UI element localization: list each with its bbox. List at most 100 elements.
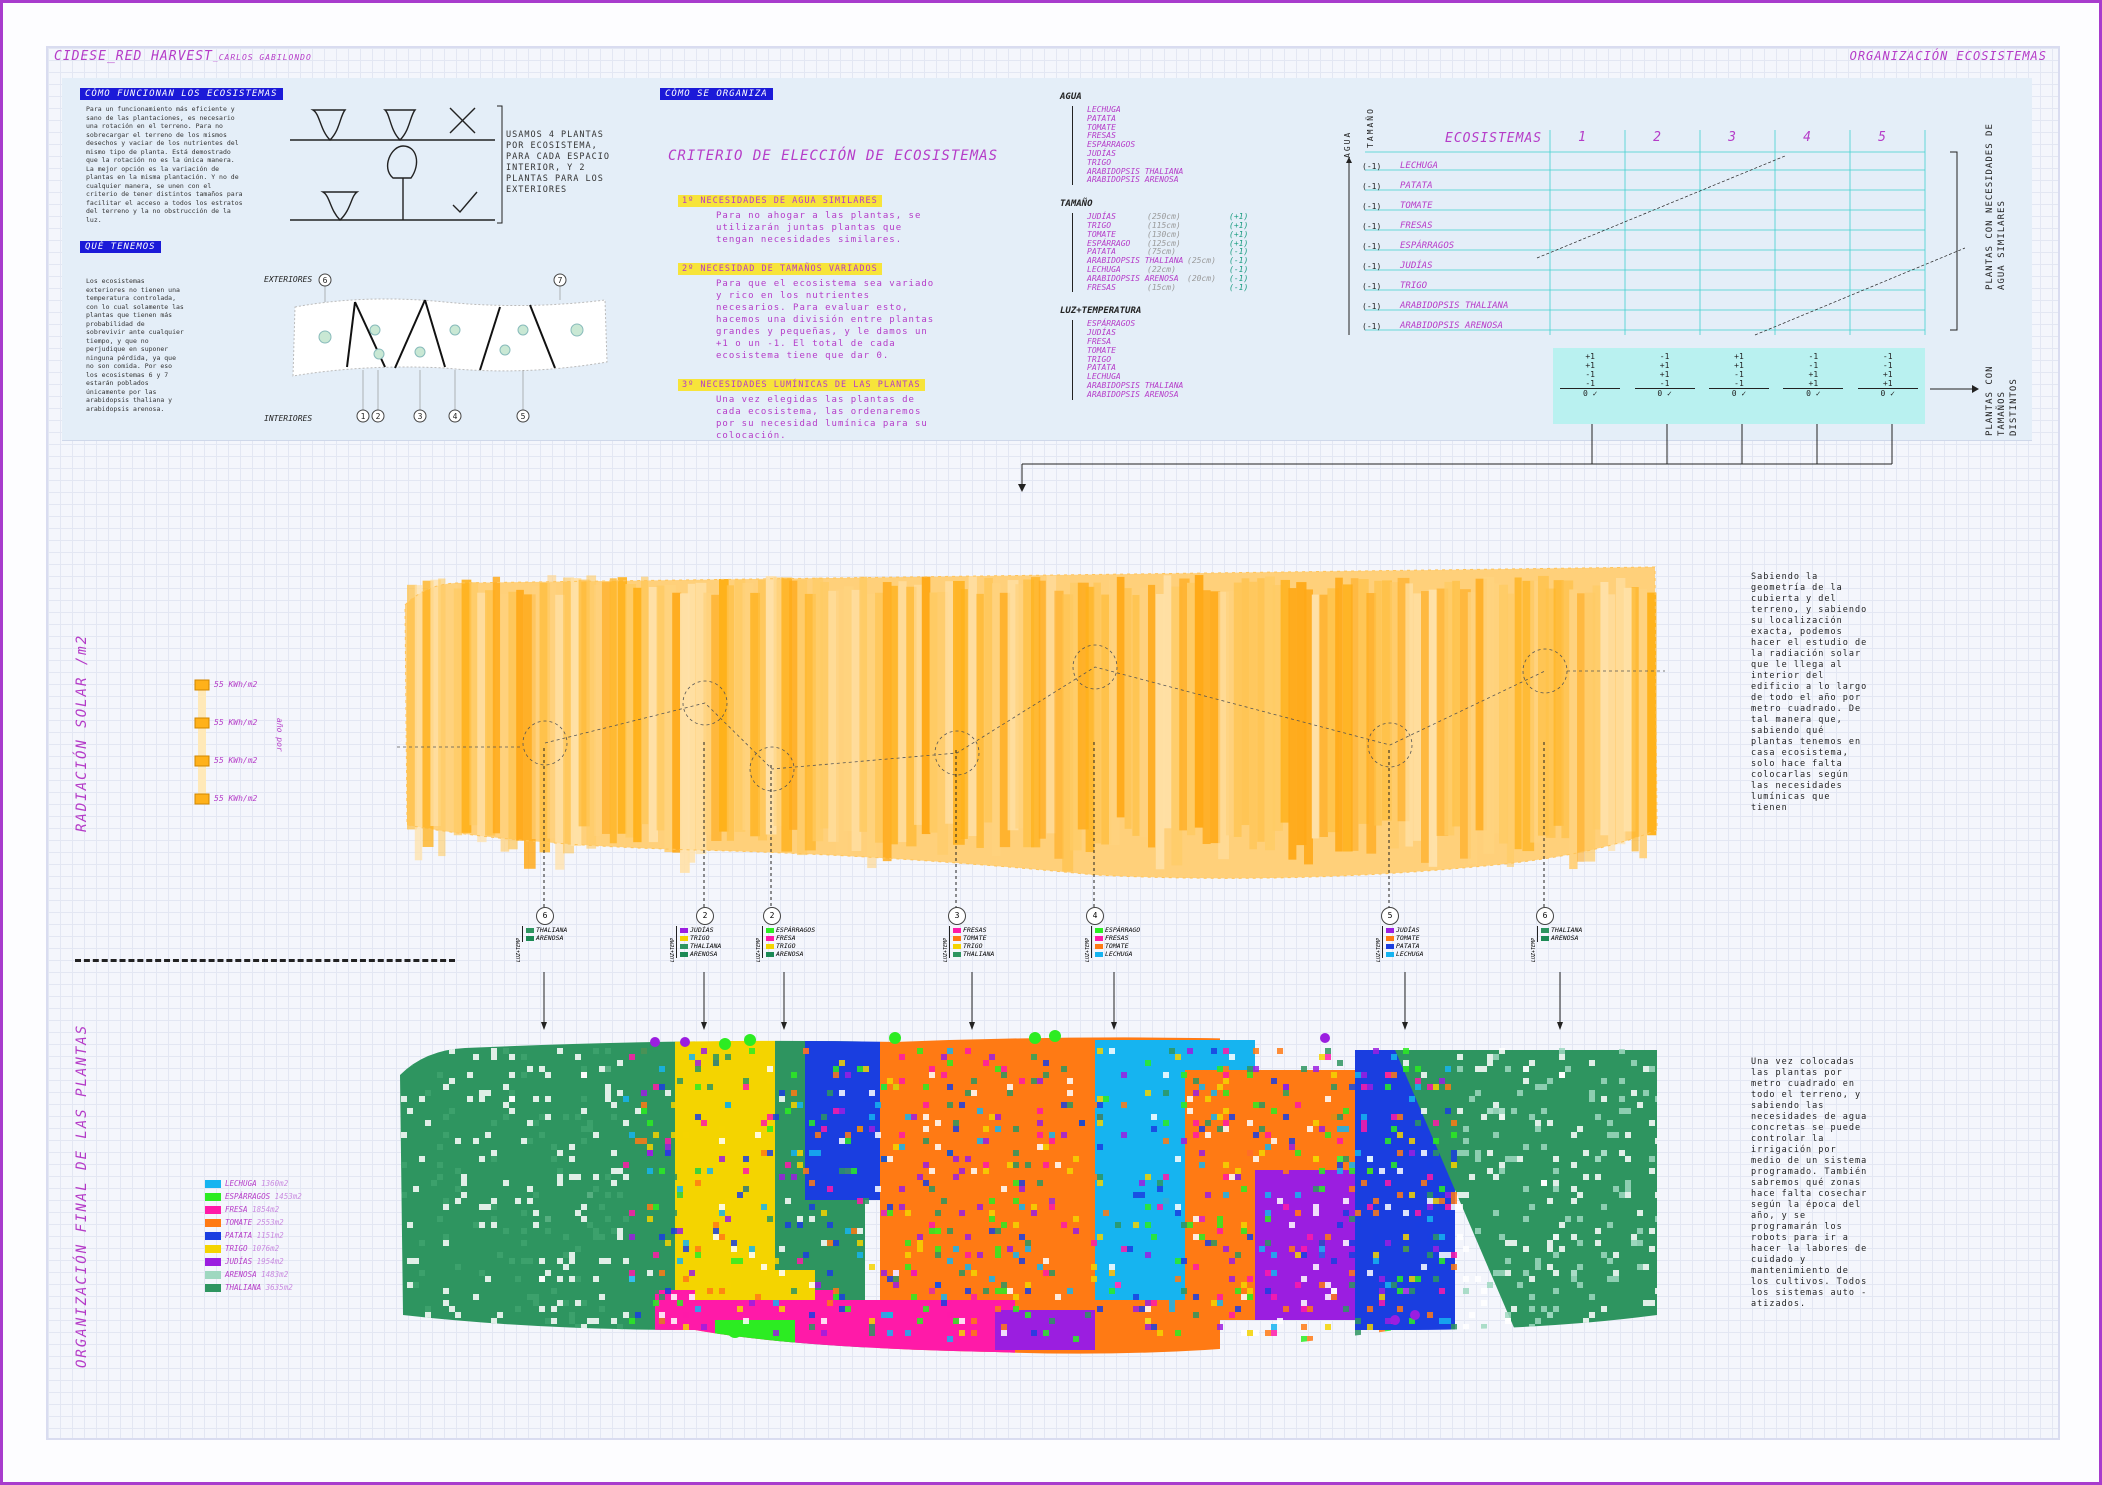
plant-pixel — [521, 1210, 527, 1216]
plant-pixel — [713, 1234, 719, 1240]
plant-pixel — [1253, 1156, 1259, 1162]
plant-pixel — [1445, 1192, 1451, 1198]
plant-pixel — [821, 1114, 827, 1120]
solar-texture-band — [1506, 593, 1514, 867]
plant-pixel — [1523, 1144, 1529, 1150]
plant-pixel — [1619, 1096, 1625, 1102]
solar-texture-band — [1171, 586, 1183, 866]
plant-pixel — [1337, 1162, 1343, 1168]
plant-pixel — [953, 1174, 959, 1180]
tamano-item: JUDÍAS (250cm) (+1) — [1087, 212, 1249, 222]
plant-pixel — [587, 1318, 593, 1324]
plant-pixel — [1613, 1132, 1619, 1138]
plant-pixel — [1385, 1138, 1391, 1144]
legend-swatch — [205, 1231, 221, 1240]
plant-pixel — [551, 1318, 557, 1324]
plant-pixel — [1355, 1330, 1361, 1336]
plant-pixel — [503, 1228, 509, 1234]
plant-pixel — [1289, 1222, 1295, 1228]
plant-pixel — [665, 1288, 671, 1294]
plant-pixel — [1409, 1138, 1415, 1144]
plant-pixel — [1367, 1270, 1373, 1276]
plant-pixel — [1013, 1186, 1019, 1192]
plant-pixel — [791, 1072, 797, 1078]
plant-pixel — [1097, 1114, 1103, 1120]
plant-pixel — [461, 1180, 467, 1186]
plant-pixel — [743, 1078, 749, 1084]
plant-pixel — [767, 1066, 773, 1072]
plant-pixel — [977, 1252, 983, 1258]
plant-pixel — [749, 1048, 755, 1054]
plant-pixel — [1505, 1318, 1511, 1324]
sheet-title: ORGANIZACIÓN ECOSISTEMAS — [1849, 49, 2047, 63]
plant-pixel — [839, 1060, 845, 1066]
dashed-separator — [75, 959, 455, 962]
plant-pixel — [833, 1240, 839, 1246]
plant-pixel — [1193, 1132, 1199, 1138]
plant-pixel — [1295, 1192, 1301, 1198]
plant-pixel — [551, 1156, 557, 1162]
plant-pixel — [665, 1150, 671, 1156]
plant-pixel — [1193, 1312, 1199, 1318]
plant-pixel — [761, 1264, 767, 1270]
plant-pixel — [1061, 1132, 1067, 1138]
plant-pixel — [575, 1246, 581, 1252]
plant-pixel — [1415, 1084, 1421, 1090]
plant-pixel — [1289, 1198, 1295, 1204]
plant-pixel — [989, 1276, 995, 1282]
legend-item: JUDÍAS 1954m2 — [205, 1255, 302, 1268]
plant-pixel — [551, 1288, 557, 1294]
solar-texture-band — [1085, 586, 1095, 853]
plant-pixel — [1451, 1120, 1457, 1126]
plant-pixel — [1385, 1240, 1391, 1246]
plant-pixel — [443, 1198, 449, 1204]
plant-pixel — [851, 1228, 857, 1234]
plant-pixel — [1631, 1330, 1637, 1336]
plant-pixel — [677, 1078, 683, 1084]
plant-pixel — [1451, 1198, 1457, 1204]
solar-texture-band — [578, 579, 590, 827]
plant-pixel — [683, 1312, 689, 1318]
plant-pixel — [569, 1318, 575, 1324]
plant-pixel — [953, 1318, 959, 1324]
plant-pixel — [1229, 1312, 1235, 1318]
solar-texture-band — [563, 577, 574, 854]
solar-texture-band — [898, 581, 907, 843]
solar-side-text: Sabiendo la geometría de la cubierta y d… — [1751, 572, 1868, 813]
solar-texture-band — [968, 576, 977, 837]
plant-pixel — [1421, 1180, 1427, 1186]
plant-pixel — [1331, 1114, 1337, 1120]
plant-pixel — [1553, 1186, 1559, 1192]
plant-pixel — [1331, 1294, 1337, 1300]
plant-pixel — [587, 1120, 593, 1126]
plant-pixel — [1487, 1108, 1493, 1114]
plant-pixel — [1007, 1084, 1013, 1090]
plant-pixel — [683, 1330, 689, 1336]
plant-pixel — [953, 1246, 959, 1252]
plant-pixel — [1211, 1048, 1217, 1054]
plant-pixel — [995, 1144, 1001, 1150]
plant-pixel — [1451, 1150, 1457, 1156]
plant-pixel — [611, 1168, 617, 1174]
plant-pixel — [1133, 1306, 1139, 1312]
plant-pixel — [1343, 1156, 1349, 1162]
solar-texture-band — [789, 580, 798, 830]
plant-pixel — [887, 1276, 893, 1282]
plant-pixel — [797, 1162, 803, 1168]
plant-pixel — [1307, 1336, 1313, 1342]
plant-pixel — [695, 1246, 701, 1252]
plant-pixel — [719, 1204, 725, 1210]
plant-pixel — [1163, 1072, 1169, 1078]
plant-pixel — [1523, 1246, 1529, 1252]
solar-texture-band — [1350, 578, 1359, 851]
plant-pixel — [1301, 1246, 1307, 1252]
plant-pixel — [1433, 1276, 1439, 1282]
solar-texture-band — [547, 575, 557, 839]
plant-pixel — [539, 1114, 545, 1120]
plant-pixel — [401, 1336, 407, 1342]
plant-pixel — [1013, 1252, 1019, 1258]
plant-pixel — [683, 1276, 689, 1282]
solar-texture-band — [609, 578, 617, 844]
plant-pixel — [1187, 1108, 1193, 1114]
plant-pixel — [1265, 1240, 1271, 1246]
